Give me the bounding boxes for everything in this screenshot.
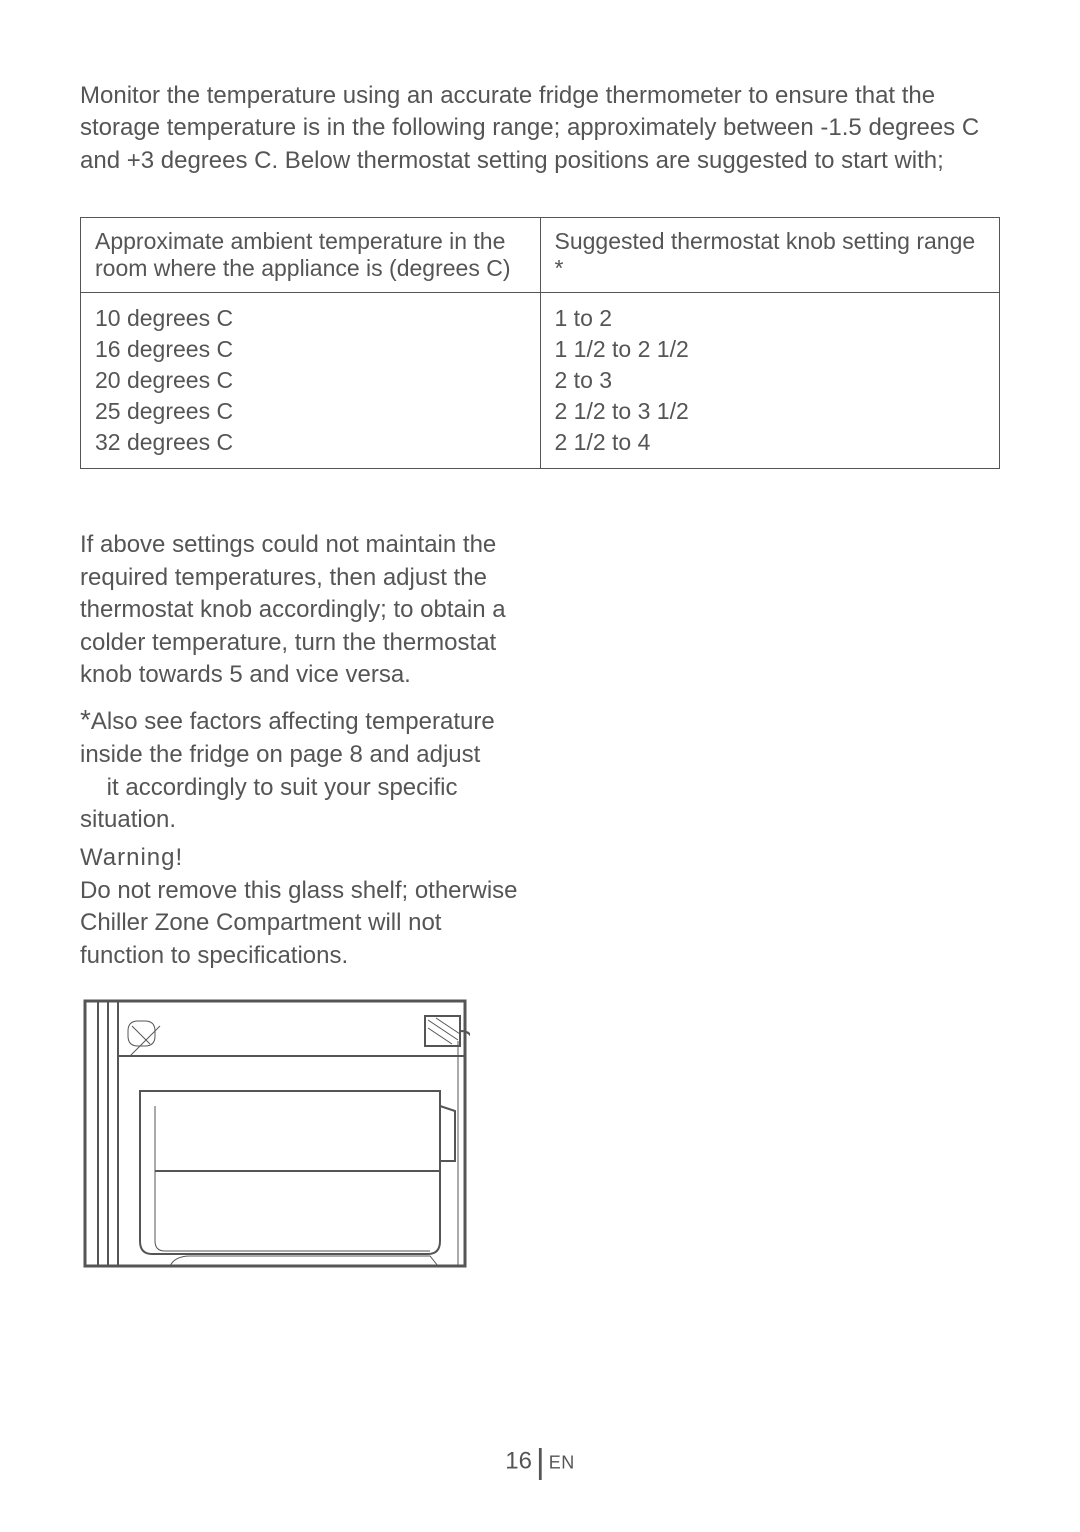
shelf-diagram (80, 996, 1000, 1276)
asterisk-icon: * (80, 704, 91, 735)
factors-text: Also see factors affecting temperature i… (80, 708, 495, 833)
page-footer: 16|EN (0, 1443, 1080, 1482)
fridge-shelf-icon (80, 996, 470, 1271)
table-header-ambient: Approximate ambient temperature in the r… (81, 218, 541, 293)
temperature-settings-table: Approximate ambient temperature in the r… (80, 217, 1000, 469)
table-ambient-values: 10 degrees C 16 degrees C 20 degrees C 2… (81, 293, 541, 469)
table-setting-values: 1 to 2 1 1/2 to 2 1/2 2 to 3 2 1/2 to 3 … (540, 293, 1000, 469)
factors-paragraph: *Also see factors affecting temperature … (80, 701, 520, 836)
page-number: 16 (505, 1447, 532, 1474)
language-code: EN (549, 1452, 575, 1472)
warning-paragraph: Do not remove this glass shelf; otherwis… (80, 875, 520, 972)
adjust-paragraph: If above settings could not maintain the… (80, 529, 520, 691)
warning-heading: Warning! (80, 842, 520, 874)
divider-icon: | (532, 1443, 549, 1481)
table-header-setting: Suggested thermostat knob setting range … (540, 218, 1000, 293)
intro-paragraph: Monitor the temperature using an accurat… (80, 80, 1000, 177)
